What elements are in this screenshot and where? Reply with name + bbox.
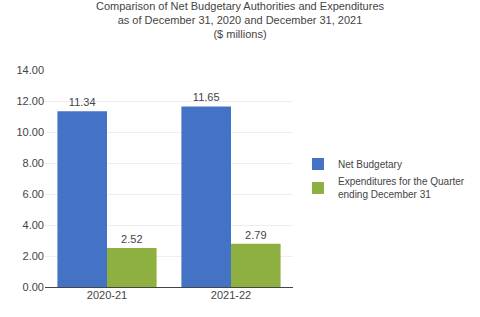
svg-text:2021-22: 2021-22 (211, 289, 251, 301)
svg-text:8.00: 8.00 (23, 157, 44, 169)
svg-text:Expenditures for the Quarteren: Expenditures for the Quarterending Decem… (338, 176, 465, 200)
svg-text:2020-21: 2020-21 (87, 289, 127, 301)
svg-text:Net Budgetary: Net Budgetary (338, 159, 402, 170)
svg-text:0.00: 0.00 (23, 281, 44, 293)
svg-text:10.00: 10.00 (16, 126, 44, 138)
svg-text:2.00: 2.00 (23, 250, 44, 262)
svg-text:11.34: 11.34 (69, 96, 96, 108)
svg-text:2.79: 2.79 (245, 229, 266, 241)
svg-text:12.00: 12.00 (16, 95, 44, 107)
svg-text:11.65: 11.65 (193, 91, 220, 103)
svg-text:14.00: 14.00 (16, 64, 44, 76)
svg-text:Comparison of Net Budgetary Au: Comparison of Net Budgetary Authorities … (96, 0, 384, 40)
svg-text:2.52: 2.52 (121, 233, 142, 245)
svg-text:6.00: 6.00 (23, 188, 44, 200)
svg-text:4.00: 4.00 (23, 219, 44, 231)
